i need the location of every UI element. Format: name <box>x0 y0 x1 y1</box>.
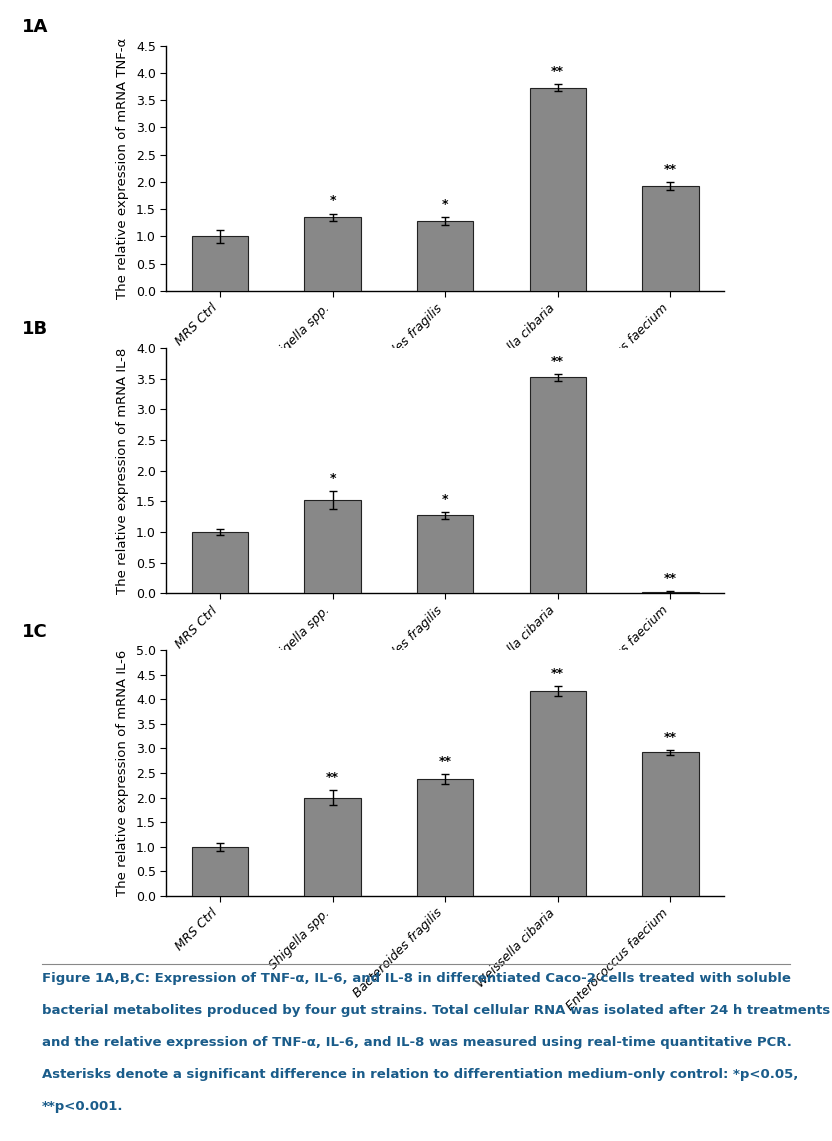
Text: *: * <box>442 493 448 505</box>
Bar <box>191 847 248 896</box>
Bar <box>642 186 699 291</box>
Text: Figure 1A,B,C: Expression of TNF-α, IL-6, and IL-8 in differentiated Caco-2 cell: Figure 1A,B,C: Expression of TNF-α, IL-6… <box>42 972 790 985</box>
Text: 1C: 1C <box>22 623 47 640</box>
Text: **: ** <box>552 355 564 367</box>
Text: *: * <box>329 194 336 208</box>
Y-axis label: The relative expression of mRNA IL-6: The relative expression of mRNA IL-6 <box>116 650 129 896</box>
Bar <box>305 500 360 593</box>
Text: *: * <box>329 471 336 485</box>
Text: *: * <box>442 199 448 211</box>
Bar <box>642 592 699 593</box>
Text: **: ** <box>664 731 677 744</box>
Bar <box>417 516 473 593</box>
Text: **: ** <box>438 755 452 768</box>
Text: 1A: 1A <box>22 18 48 35</box>
Text: 1B: 1B <box>22 321 47 338</box>
Text: bacterial metabolites produced by four gut strains. Total cellular RNA was isola: bacterial metabolites produced by four g… <box>42 1004 830 1017</box>
Text: **: ** <box>552 666 564 680</box>
Bar <box>642 752 699 896</box>
Text: **p<0.001.: **p<0.001. <box>42 1100 123 1112</box>
Y-axis label: The relative expression of mRNA IL-8: The relative expression of mRNA IL-8 <box>116 348 129 593</box>
Y-axis label: The relative expression of mRNA TNF-α: The relative expression of mRNA TNF-α <box>116 38 129 299</box>
Bar <box>417 221 473 291</box>
Text: **: ** <box>664 163 677 176</box>
Bar <box>530 690 586 896</box>
Bar <box>191 236 248 291</box>
Bar <box>305 798 360 896</box>
Text: **: ** <box>326 771 339 784</box>
Text: and the relative expression of TNF-α, IL-6, and IL-8 was measured using real-tim: and the relative expression of TNF-α, IL… <box>42 1036 791 1049</box>
Bar <box>530 88 586 291</box>
Bar <box>530 378 586 593</box>
Bar <box>191 532 248 593</box>
Text: **: ** <box>552 65 564 79</box>
Bar <box>417 779 473 896</box>
Text: **: ** <box>664 573 677 585</box>
Bar <box>305 217 360 291</box>
Text: Asterisks denote a significant difference in relation to differentiation medium-: Asterisks denote a significant differenc… <box>42 1068 798 1081</box>
